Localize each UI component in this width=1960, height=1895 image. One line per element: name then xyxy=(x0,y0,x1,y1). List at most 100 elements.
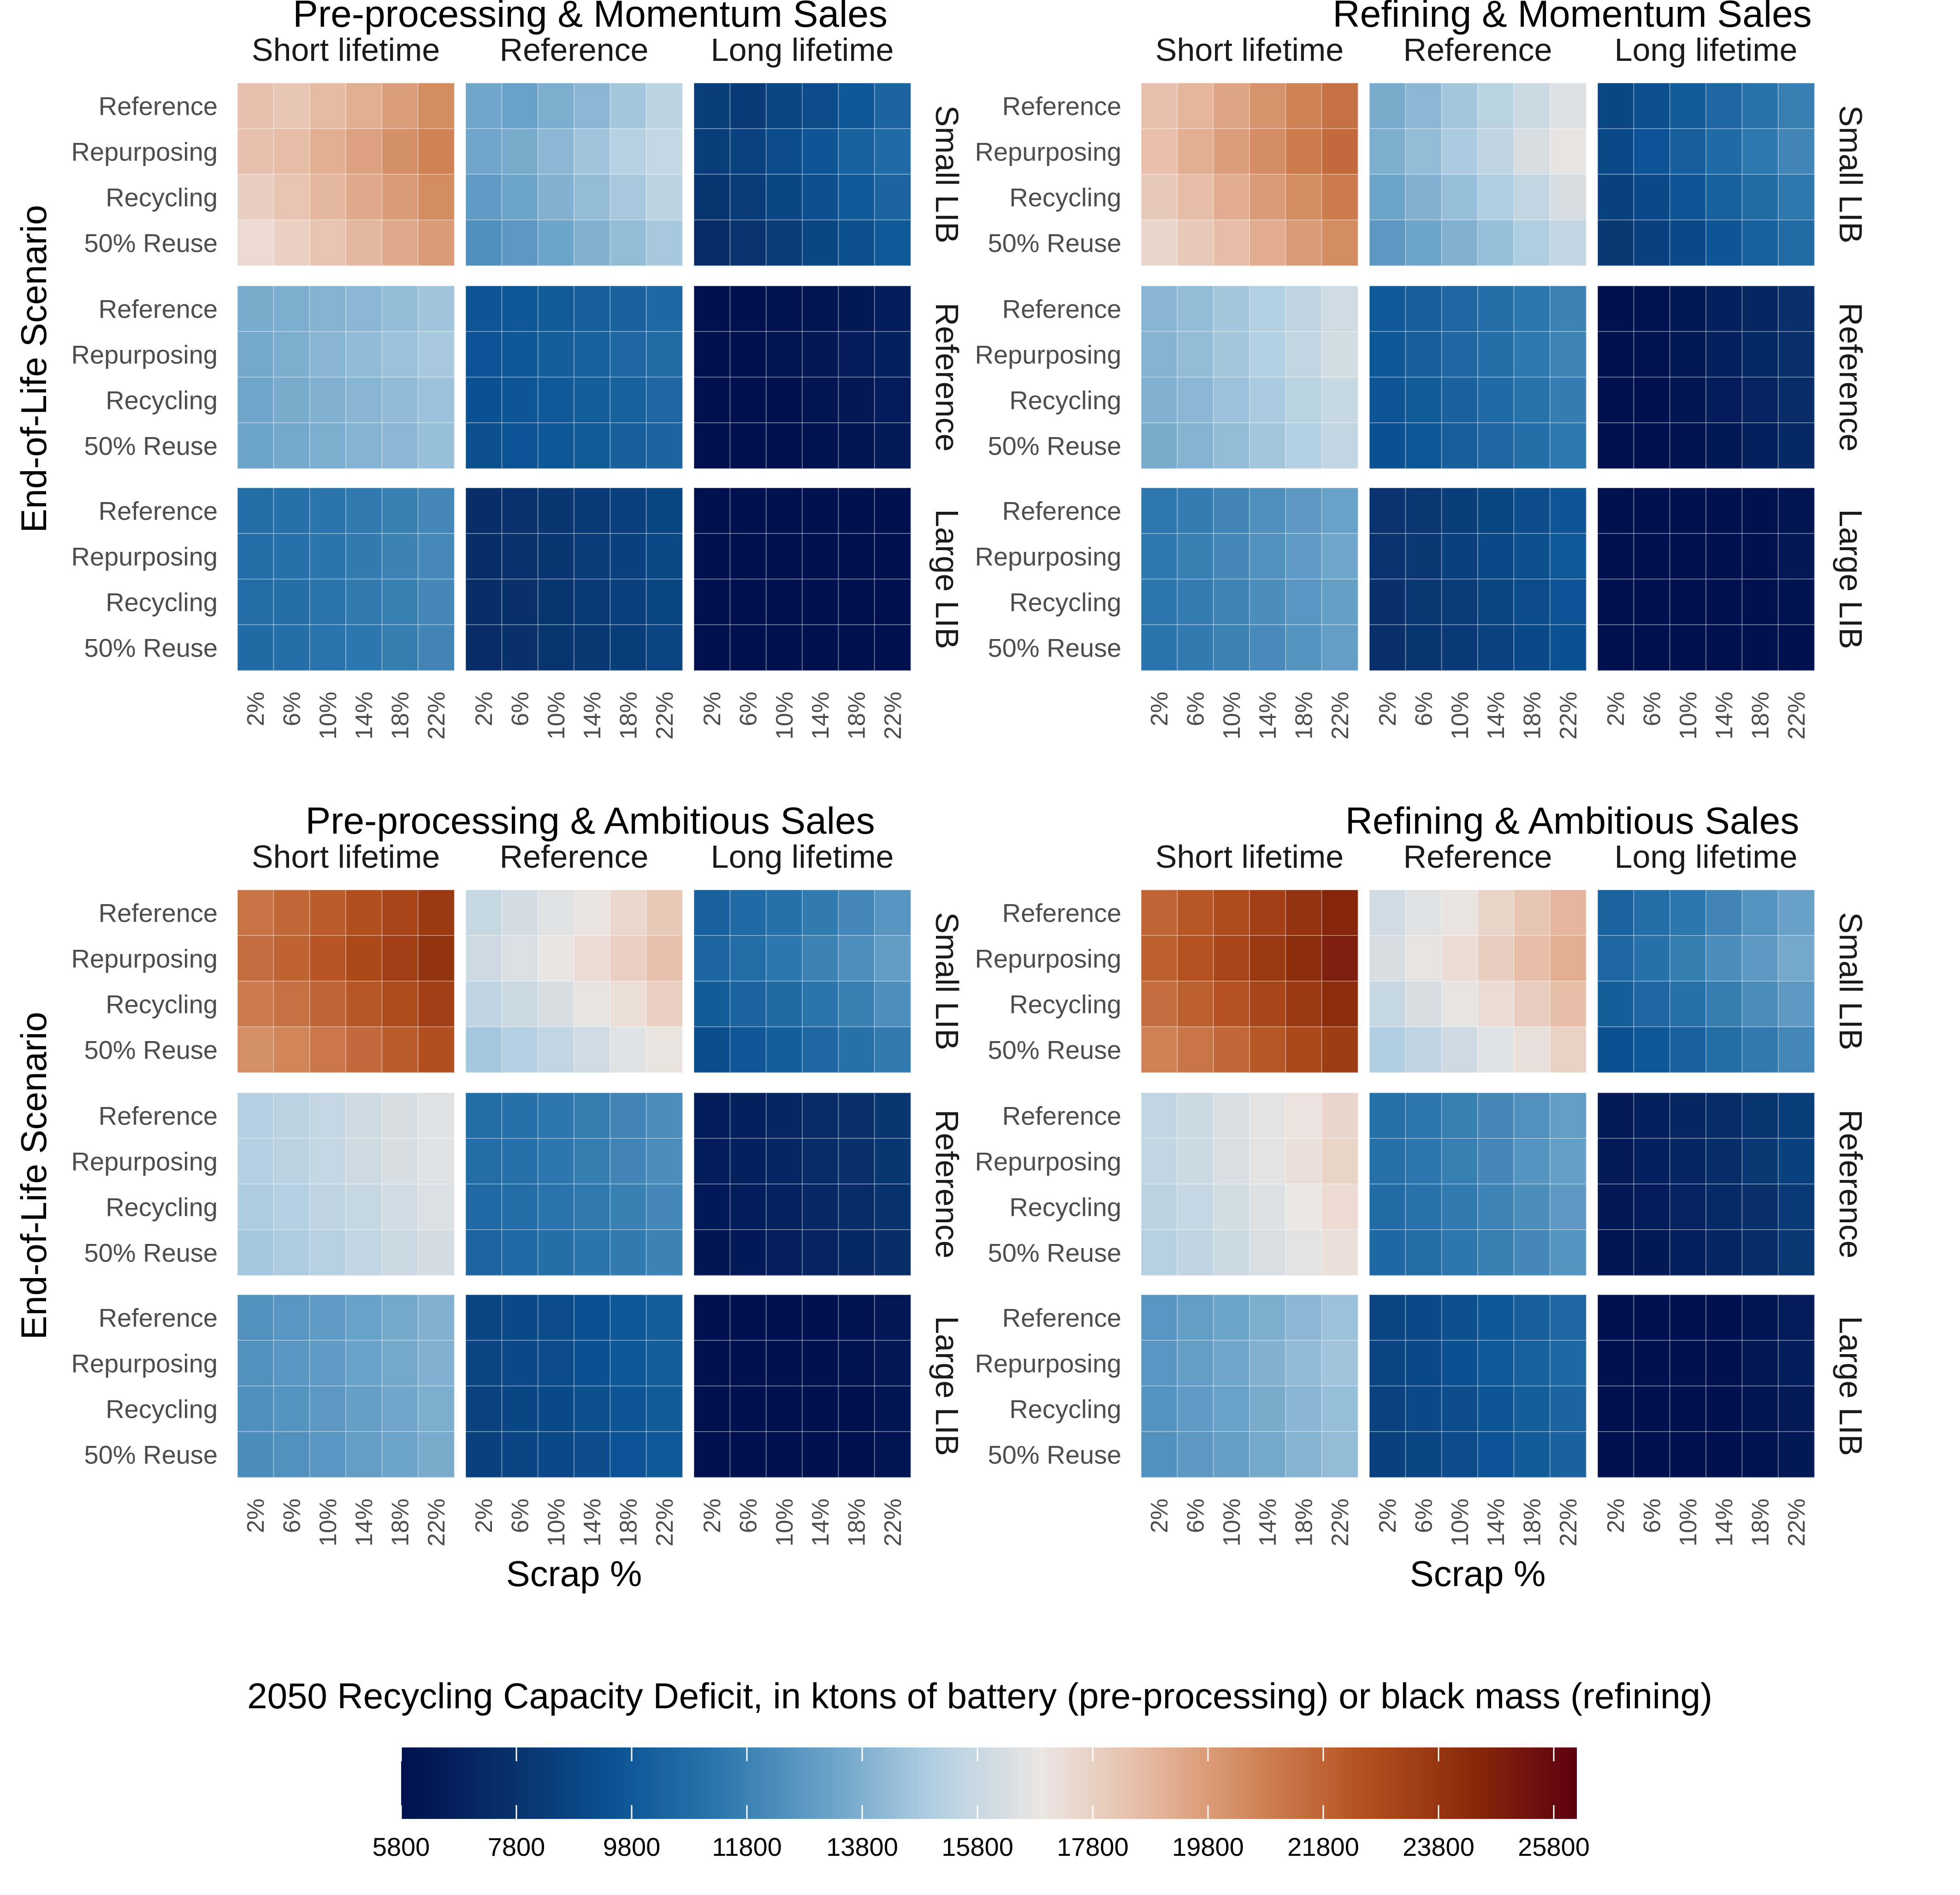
heatmap-cell xyxy=(1213,1092,1250,1139)
heatmap-cell xyxy=(1513,331,1551,378)
row-label: 50% Reuse xyxy=(988,634,1121,663)
heatmap-cell xyxy=(1369,1340,1406,1387)
heatmap-cell xyxy=(381,624,419,671)
heatmap-cell xyxy=(1177,981,1214,1028)
heatmap-cell xyxy=(838,889,876,936)
heatmap-cell xyxy=(237,1138,274,1185)
heatmap-cell xyxy=(802,1431,839,1478)
heatmap-cell xyxy=(417,624,455,671)
heatmap-cell xyxy=(237,981,274,1028)
heatmap-cell xyxy=(802,1138,839,1185)
heatmap-cell xyxy=(537,1026,575,1073)
heatmap-cell xyxy=(1549,128,1587,175)
heatmap-cell xyxy=(1213,1431,1250,1478)
heatmap-cell xyxy=(574,219,611,266)
heatmap-cell xyxy=(1549,377,1587,424)
heatmap-cell xyxy=(1477,1138,1515,1185)
heatmap-cell xyxy=(874,624,912,671)
heatmap-cell xyxy=(1321,331,1359,378)
heatmap-cell xyxy=(273,331,311,378)
heatmap-cell xyxy=(765,422,803,469)
heatmap-cell xyxy=(1405,174,1443,221)
heatmap-cell xyxy=(1321,1138,1359,1185)
heatmap-cell xyxy=(273,219,311,266)
heatmap-cell xyxy=(1321,487,1359,534)
heatmap-cell xyxy=(501,1184,539,1231)
heatmap-cell xyxy=(309,1184,347,1231)
x-axis-title: Scrap % xyxy=(1410,1553,1546,1594)
row-label: Reference xyxy=(1002,1101,1121,1131)
x-tick-label: 2% xyxy=(699,1498,726,1533)
heatmap-cell xyxy=(693,935,731,982)
heatmap-cell xyxy=(1441,889,1479,936)
heatmap-cell xyxy=(537,1294,575,1341)
heatmap-cell xyxy=(1477,422,1515,469)
heatmap-cell xyxy=(1141,285,1178,332)
heatmap-cell xyxy=(802,1092,839,1139)
heatmap-cell xyxy=(1597,285,1634,332)
heatmap-cell xyxy=(1321,219,1359,266)
x-tick-label: 18% xyxy=(387,692,414,740)
heatmap-cell xyxy=(417,1340,455,1387)
heatmap-cell xyxy=(645,1294,683,1341)
heatmap-cell xyxy=(645,331,683,378)
heatmap-cell xyxy=(1177,1138,1214,1185)
heatmap-cell xyxy=(1549,422,1587,469)
heatmap-cell xyxy=(1441,331,1479,378)
heatmap-cell xyxy=(693,377,731,424)
heatmap-cell xyxy=(309,889,347,936)
heatmap-cell xyxy=(1249,1138,1286,1185)
heatmap-cell xyxy=(1141,1026,1178,1073)
heatmap-cell xyxy=(1141,1431,1178,1478)
heatmap-cell xyxy=(693,128,731,175)
heatmap-cell xyxy=(1405,1026,1443,1073)
heatmap-cell xyxy=(1285,1340,1323,1387)
heatmap-cell xyxy=(1477,981,1515,1028)
heatmap-cell xyxy=(645,1340,683,1387)
heatmap-cell xyxy=(1441,83,1479,130)
x-tick-label: 10% xyxy=(771,1498,798,1546)
heatmap-cell xyxy=(1405,285,1443,332)
heatmap-cell xyxy=(309,981,347,1028)
heatmap-cell xyxy=(501,285,539,332)
heatmap-cell xyxy=(309,174,347,221)
heatmap-cell xyxy=(802,1184,839,1231)
heatmap-cell xyxy=(693,1229,731,1276)
heatmap-cell xyxy=(1597,219,1634,266)
heatmap-cell xyxy=(729,935,767,982)
heatmap-cell xyxy=(729,1431,767,1478)
heatmap-cell xyxy=(273,83,311,130)
heatmap-cell xyxy=(537,889,575,936)
heatmap-cell xyxy=(237,174,274,221)
colorbar-tick-label: 9800 xyxy=(603,1832,661,1861)
heatmap-cell xyxy=(273,1184,311,1231)
heatmap-cell xyxy=(1141,935,1178,982)
heatmap-cell xyxy=(345,533,383,580)
heatmap-cell xyxy=(1177,128,1214,175)
heatmap-cell xyxy=(465,889,503,936)
x-tick-label: 22% xyxy=(1555,1498,1582,1546)
row-label: Recycling xyxy=(106,183,218,212)
row-label: Reference xyxy=(1002,1303,1121,1332)
heatmap-cell xyxy=(1633,377,1671,424)
x-tick-label: 10% xyxy=(1675,692,1702,740)
heatmap-cell xyxy=(1513,1138,1551,1185)
heatmap-cell xyxy=(838,935,876,982)
heatmap-cell xyxy=(729,331,767,378)
heatmap-cell xyxy=(1405,1386,1443,1433)
heatmap-cell xyxy=(237,935,274,982)
heatmap-cell xyxy=(1441,128,1479,175)
heatmap-cell xyxy=(1141,1092,1178,1139)
heatmap-cell xyxy=(874,1092,912,1139)
heatmap-cell xyxy=(874,981,912,1028)
heatmap-cell xyxy=(802,1294,839,1341)
heatmap-cell xyxy=(574,579,611,626)
heatmap-cell xyxy=(465,422,503,469)
heatmap-cell xyxy=(1777,83,1815,130)
heatmap-cell xyxy=(1597,935,1634,982)
heatmap-cell xyxy=(1213,83,1250,130)
heatmap-cell xyxy=(381,219,419,266)
heatmap-cell xyxy=(838,83,876,130)
heatmap-cell xyxy=(537,1184,575,1231)
